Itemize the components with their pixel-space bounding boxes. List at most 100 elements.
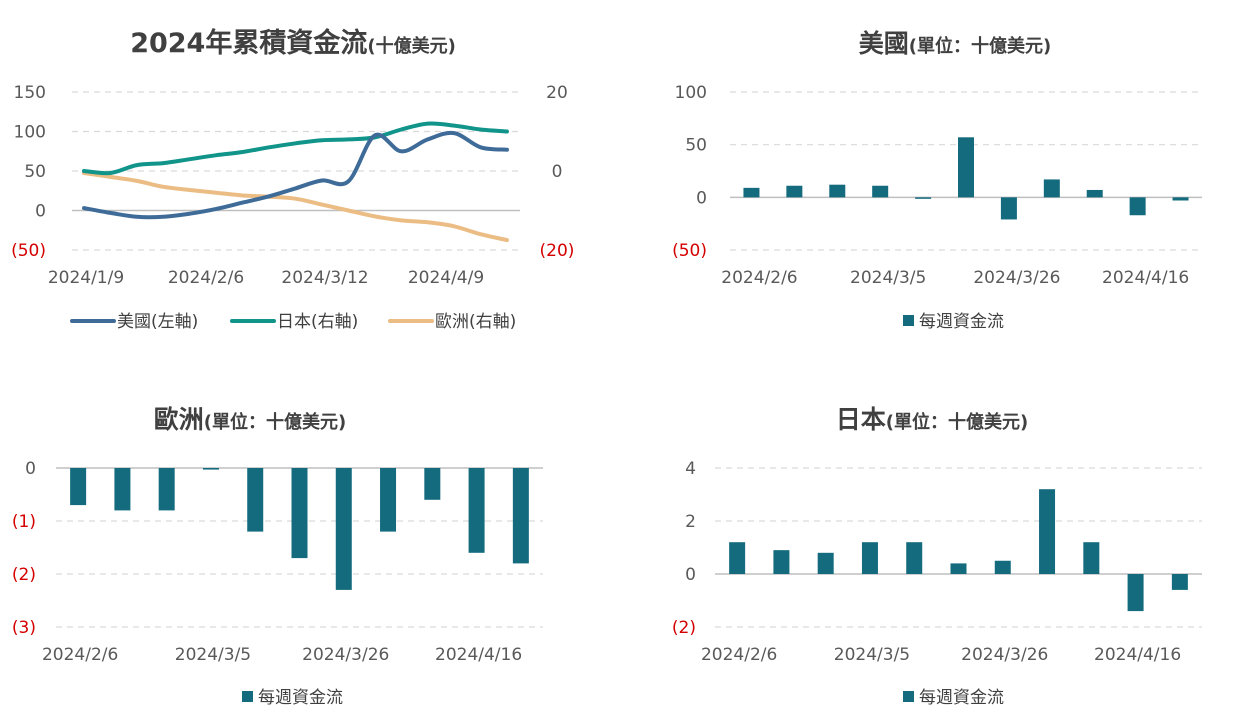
- right-tick-label: 0: [552, 162, 563, 182]
- weekly-flow-bar: [1172, 197, 1189, 201]
- weekly-flow-bar: [291, 468, 308, 559]
- main-right-axis: 20 0 (20): [540, 83, 575, 261]
- weekly-flow-bar: [70, 468, 87, 506]
- right-tick-label: 20: [546, 83, 568, 103]
- y-tick-label: (2): [672, 618, 696, 638]
- weekly-flow-bar: [114, 468, 131, 511]
- x-tick-label: 2024/3/26: [961, 645, 1048, 665]
- y-tick-label: (3): [12, 618, 36, 638]
- weekly-flow-bar: [158, 468, 175, 511]
- y-tick-label: 0: [696, 188, 707, 208]
- x-tick-label: 2024/3/12: [281, 268, 368, 288]
- legend-label-weekly-flow: 每週資金流: [258, 688, 343, 708]
- x-tick-label: 2024/3/26: [973, 268, 1060, 288]
- weekly-flow-bar: [1043, 179, 1060, 198]
- europe-weekly-flow-chart: 歐洲(單位：十億美元) 0 (1) (2) (3) 2024/2/6 2024/3/5 20…: [12, 405, 543, 708]
- x-tick-label: 2024/2/6: [701, 645, 777, 665]
- main-gridlines: [72, 91, 520, 251]
- main-series-lines: [82, 121, 509, 243]
- x-tick-label: 2024/4/16: [1102, 268, 1189, 288]
- us-weekly-flow-chart: 美國(單位：十億美元) 100 50 0 (50) 2024/2/6 2024/3/5 20…: [672, 29, 1202, 332]
- weekly-flow-bar: [958, 137, 974, 198]
- japan-legend: 每週資金流: [903, 688, 1004, 708]
- weekly-flow-bar: [950, 563, 967, 574]
- weekly-flow-bar: [773, 550, 790, 574]
- x-tick-label: 2024/2/6: [42, 645, 118, 665]
- weekly-flow-bar: [994, 560, 1011, 574]
- weekly-flow-bar: [202, 468, 219, 470]
- x-tick-label: 2024/3/5: [175, 645, 251, 665]
- weekly-flow-bar: [424, 468, 441, 500]
- x-tick-label: 2024/2/6: [168, 268, 244, 288]
- y-tick-label: 0: [25, 459, 36, 479]
- us-plot-area: 100 50 0 (50) 2024/2/6 2024/3/5 2024/3/26 2024/…: [672, 83, 1202, 288]
- left-tick-label: 150: [14, 83, 46, 103]
- legend-label-weekly-flow: 每週資金流: [919, 688, 1004, 708]
- weekly-flow-bar: [915, 197, 932, 199]
- weekly-flow-bar: [512, 468, 529, 564]
- x-tick-label: 2024/4/16: [1094, 645, 1181, 665]
- y-tick-label: 100: [675, 83, 707, 103]
- main-x-axis: 2024/1/9 2024/2/6 2024/3/12 2024/4/9: [48, 268, 484, 288]
- left-tick-label: 100: [14, 123, 46, 143]
- europe-plot-area: 0 (1) (2) (3) 2024/2/6 2024/3/5 2024/3/26 2024/…: [12, 459, 543, 665]
- x-tick-label: 2024/3/5: [834, 645, 910, 665]
- y-tick-label: 50: [685, 136, 707, 156]
- weekly-flow-bar: [335, 468, 352, 590]
- weekly-flow-bar: [829, 184, 846, 198]
- y-tick-label: 4: [685, 459, 696, 479]
- y-tick-label: (50): [672, 241, 707, 261]
- us-chart-title: 美國(單位：十億美元): [859, 29, 1051, 58]
- legend-swatch-weekly-flow: [903, 315, 914, 326]
- x-tick-label: 2024/3/5: [850, 268, 926, 288]
- right-tick-label: (20): [540, 241, 575, 261]
- weekly-flow-bar: [1083, 542, 1100, 574]
- weekly-flow-bar: [1127, 574, 1144, 612]
- japan-plot-area: 4 2 0 (2)2024/2/6 2024/3/5 2024/3/26 2024/4/16: [672, 459, 1202, 665]
- legend-label-japan: 日本(右軸): [277, 312, 358, 332]
- legend-label-us: 美國(左軸): [117, 312, 198, 332]
- x-tick-label: 2024/2/6: [721, 268, 797, 288]
- weekly-flow-bar: [1129, 197, 1146, 216]
- weekly-flow-bar: [872, 185, 889, 198]
- weekly-flow-bar: [247, 468, 264, 532]
- weekly-flow-bar: [743, 187, 760, 198]
- europe-series-line: [82, 171, 509, 243]
- y-tick-label: 2: [685, 512, 696, 532]
- weekly-flow-bar: [380, 468, 397, 532]
- weekly-flow-bar: [786, 185, 803, 198]
- weekly-flow-bar: [861, 542, 878, 574]
- y-tick-label: (1): [12, 512, 36, 532]
- main-left-axis: 150 100 50 0 (50): [11, 83, 46, 261]
- legend-swatch-weekly-flow: [242, 691, 253, 702]
- europe-legend: 每週資金流: [242, 688, 343, 708]
- weekly-flow-bar: [1171, 574, 1188, 590]
- us-series-line: [82, 130, 509, 220]
- us-legend: 每週資金流: [903, 312, 1004, 332]
- japan-series-line: [82, 121, 509, 176]
- x-tick-label: 2024/3/26: [302, 645, 389, 665]
- weekly-flow-bar: [1000, 197, 1017, 220]
- left-tick-label: (50): [11, 241, 46, 261]
- weekly-flow-bar: [817, 552, 834, 574]
- legend-label-europe: 歐洲(右軸): [435, 312, 516, 332]
- weekly-flow-bar: [1086, 189, 1103, 198]
- legend-swatch-weekly-flow: [903, 691, 914, 702]
- europe-chart-title: 歐洲(單位：十億美元): [154, 405, 346, 434]
- left-tick-label: 0: [35, 202, 46, 222]
- japan-chart-title: 日本(單位：十億美元): [836, 405, 1028, 434]
- y-tick-label: 0: [685, 565, 696, 585]
- japan-weekly-flow-chart: 日本(單位：十億美元) 4 2 0 (2)2024/2/6 2024/3/5 2024/3…: [672, 405, 1202, 708]
- weekly-flow-bar: [729, 542, 746, 574]
- y-tick-label: (2): [12, 565, 36, 585]
- x-tick-label: 2024/1/9: [48, 268, 124, 288]
- cumulative-flow-chart: 2024年累積資金流(十億美元) 150 100 50 0 (50) 20 0 (20) 2…: [11, 27, 574, 332]
- legend-label-weekly-flow: 每週資金流: [919, 312, 1004, 332]
- left-tick-label: 50: [24, 162, 46, 182]
- x-tick-label: 2024/4/16: [435, 645, 522, 665]
- main-chart-title: 2024年累積資金流(十億美元): [130, 27, 456, 59]
- main-legend: 美國(左軸) 日本(右軸) 歐洲(右軸): [70, 312, 516, 332]
- weekly-flow-bar: [906, 542, 923, 574]
- weekly-flow-bar: [1039, 489, 1056, 574]
